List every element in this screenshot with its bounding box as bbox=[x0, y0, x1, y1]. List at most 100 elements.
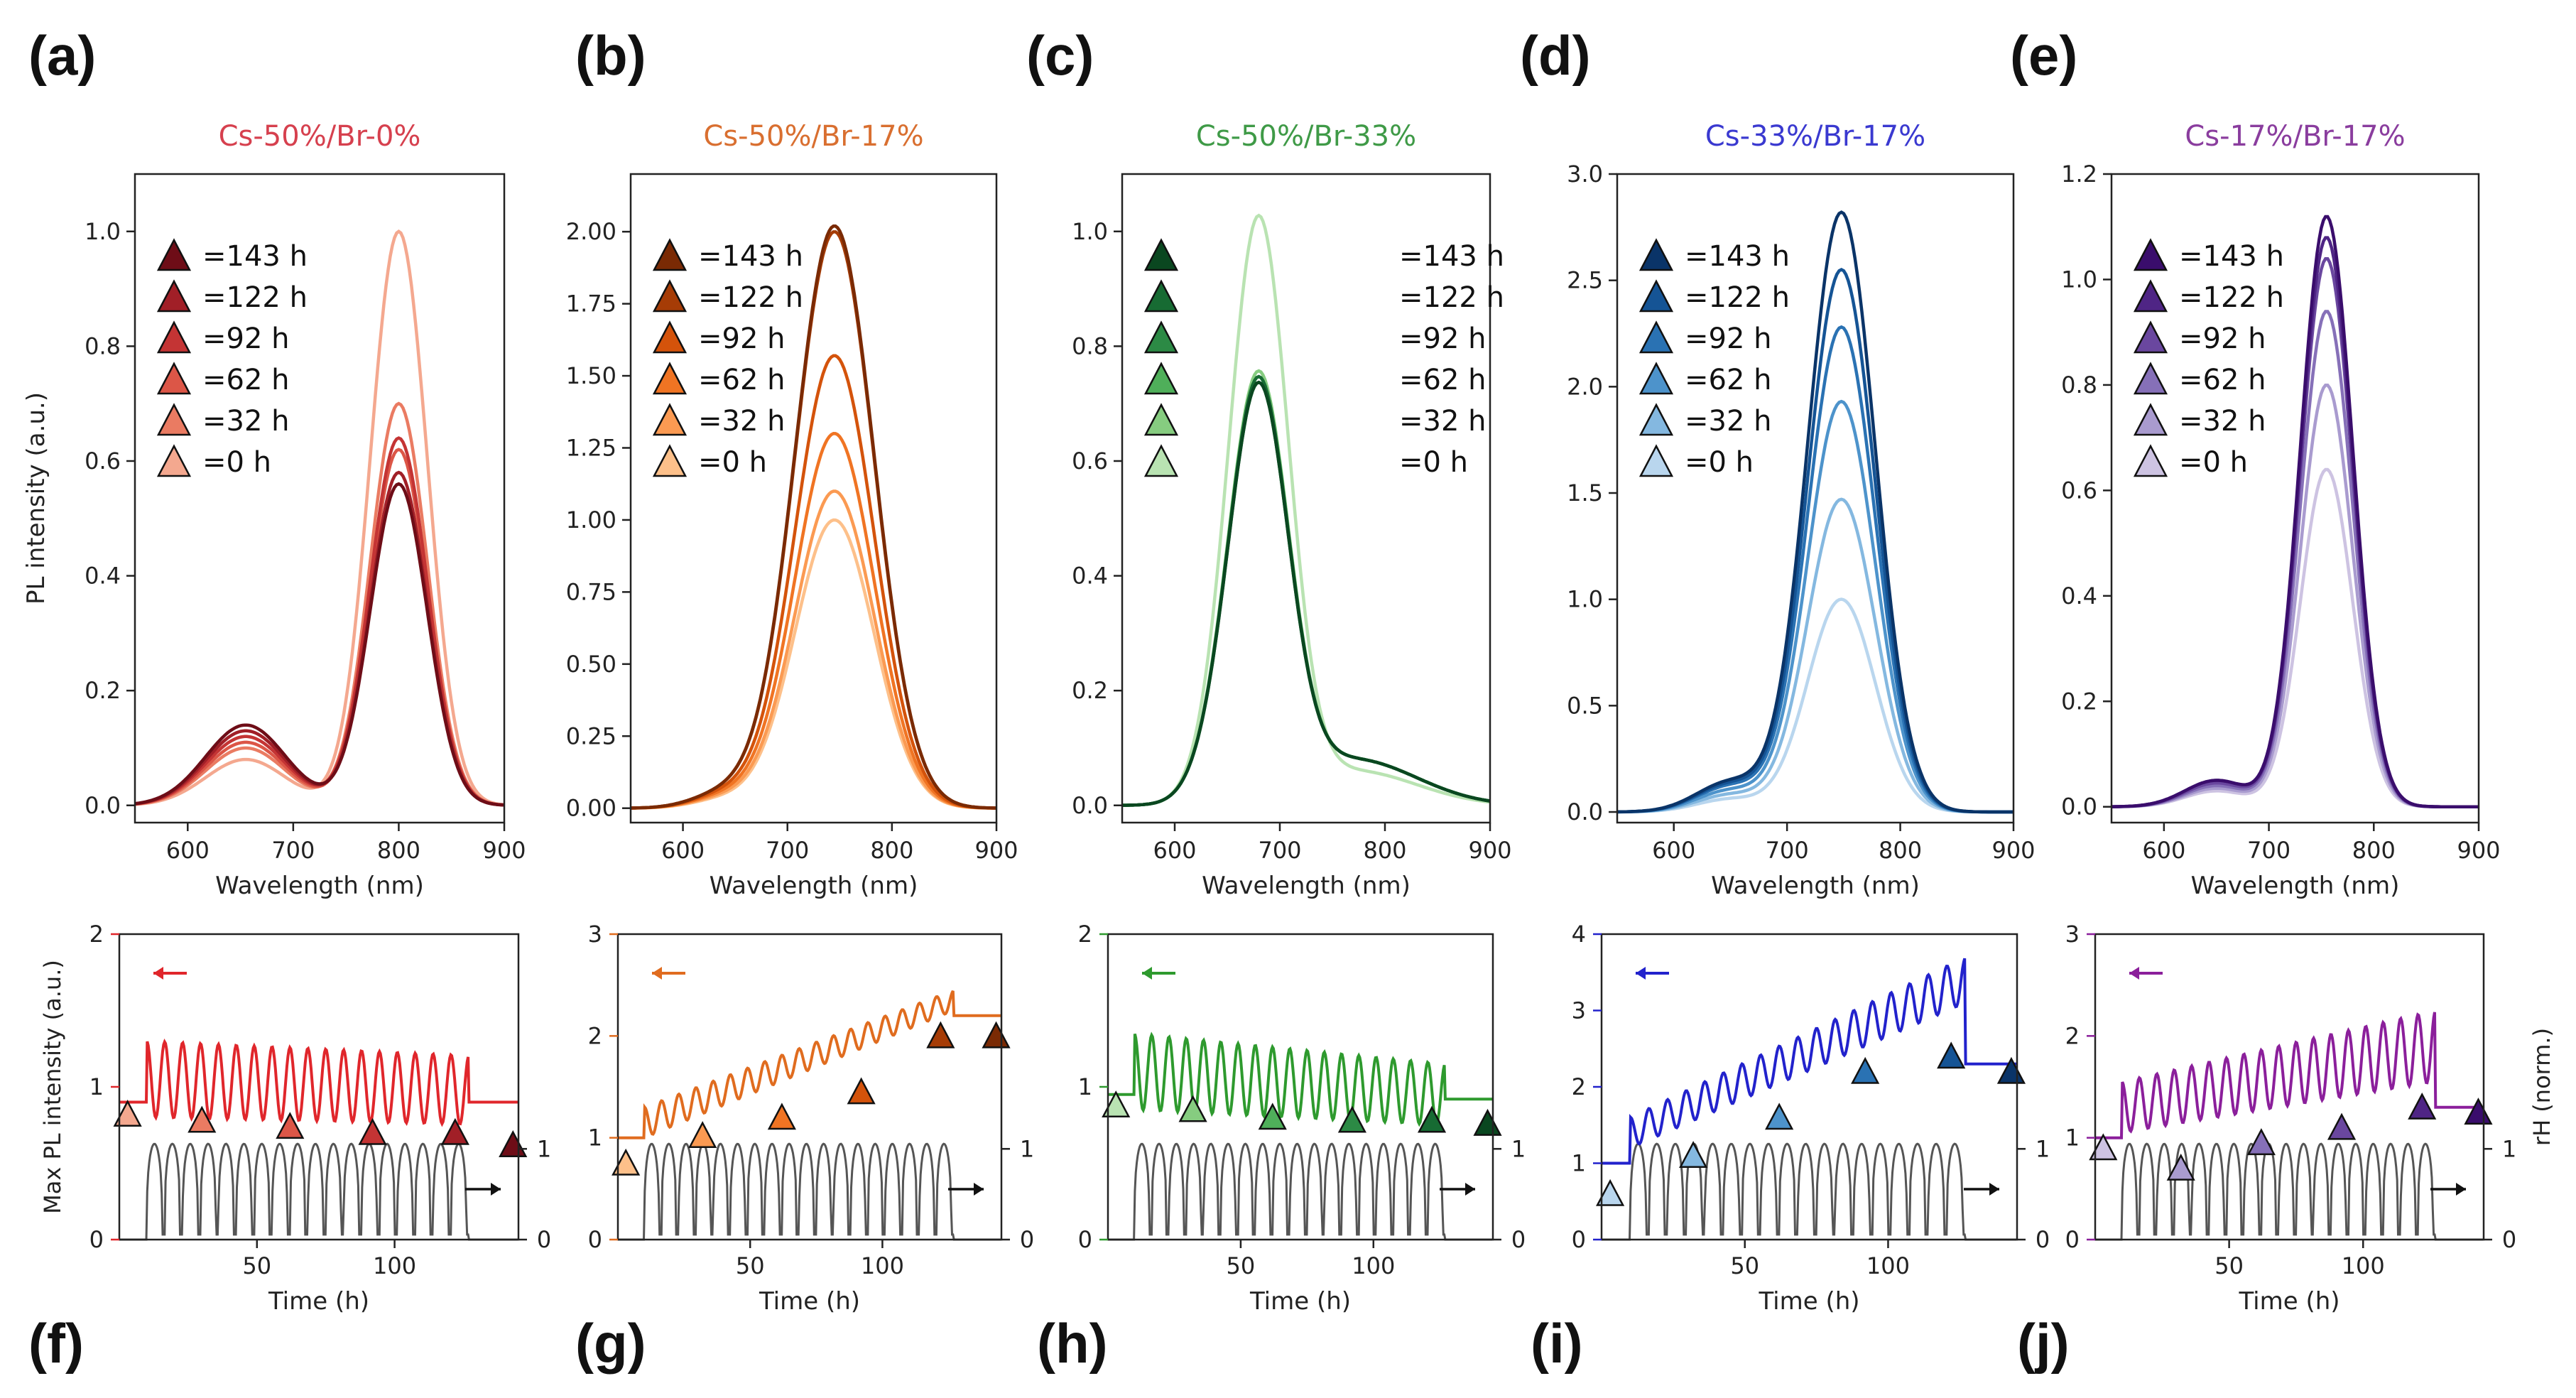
plot-frame bbox=[1121, 173, 1491, 824]
y-tick-label: 1.50 bbox=[566, 362, 616, 389]
legend-label: =122 h bbox=[1685, 281, 1790, 314]
time-marker-icon bbox=[688, 1121, 717, 1149]
legend-label: =0 h bbox=[1399, 446, 1468, 479]
series-line-92h bbox=[134, 436, 505, 807]
x-tick-label: 700 bbox=[1258, 837, 1301, 864]
time-marker-icon bbox=[767, 1102, 796, 1130]
x-tick-label: 100 bbox=[1352, 1252, 1395, 1279]
time-marker-icon bbox=[1417, 1105, 1447, 1133]
y-tick-label: 1 bbox=[2065, 1125, 2080, 1152]
legend-marker-icon bbox=[1143, 362, 1179, 395]
legend-marker-icon bbox=[2133, 238, 2168, 271]
panel-letter: (c) bbox=[1026, 24, 1094, 87]
time-marker-icon bbox=[440, 1117, 469, 1145]
legend-marker-icon bbox=[652, 279, 688, 313]
rh-line bbox=[2095, 1142, 2484, 1241]
y-tick-label: 0 bbox=[1572, 1226, 1586, 1253]
legend-label: =62 h bbox=[1399, 364, 1486, 396]
right-arrow-head-icon bbox=[2456, 1183, 2466, 1196]
y2-axis-label: rH (norm.) bbox=[2528, 1028, 2555, 1146]
x-axis-label: Time (h) bbox=[1249, 1287, 1351, 1316]
series-line-122h bbox=[134, 470, 505, 807]
x-tick-label: 700 bbox=[2247, 837, 2290, 864]
y-axis-label: PL intensity (a.u.) bbox=[22, 392, 50, 605]
time-marker-icon bbox=[358, 1117, 387, 1145]
y2-tick-label: 1 bbox=[1020, 1135, 1034, 1162]
legend-label: =92 h bbox=[698, 323, 785, 355]
rh-line bbox=[119, 1142, 518, 1241]
y-tick-label: 0.4 bbox=[2061, 582, 2097, 609]
y2-tick-label: 1 bbox=[537, 1135, 551, 1162]
y-tick-label: 1.2 bbox=[2061, 161, 2097, 188]
max-pl-line bbox=[2095, 1012, 2484, 1139]
y-tick-label: 3 bbox=[2065, 921, 2080, 948]
y-tick-label: 1.0 bbox=[2061, 266, 2097, 293]
y2-tick-label: 0 bbox=[2502, 1226, 2516, 1253]
legend-marker-icon bbox=[156, 320, 192, 354]
legend-marker-icon bbox=[2133, 362, 2168, 395]
legend-label: =92 h bbox=[1399, 323, 1486, 355]
y-tick-label: 0.2 bbox=[2061, 688, 2097, 715]
legend-marker-icon bbox=[156, 444, 192, 477]
right-arrow-head-icon bbox=[491, 1183, 501, 1196]
legend-marker-icon bbox=[156, 238, 192, 271]
y-tick-label: 4 bbox=[1572, 921, 1586, 948]
legend-label: =32 h bbox=[202, 405, 289, 438]
y2-tick-label: 0 bbox=[2036, 1226, 2050, 1253]
y-tick-label: 0 bbox=[1078, 1226, 1092, 1253]
x-tick-label: 50 bbox=[2214, 1252, 2244, 1279]
time-marker-icon bbox=[1473, 1108, 1502, 1136]
x-tick-label: 800 bbox=[377, 837, 420, 864]
left-arrow-head-icon bbox=[2129, 967, 2139, 980]
x-tick-label: 700 bbox=[1766, 837, 1809, 864]
legend-marker-icon bbox=[156, 279, 192, 313]
legend-marker-icon bbox=[652, 403, 688, 436]
y2-tick-label: 0 bbox=[1020, 1226, 1034, 1253]
legend-label: =32 h bbox=[1399, 405, 1486, 438]
panel-title: Cs-50%/Br-33% bbox=[1196, 120, 1416, 153]
x-axis-label: Time (h) bbox=[2238, 1287, 2339, 1316]
legend-marker-icon bbox=[2133, 279, 2168, 313]
time-marker-icon bbox=[926, 1021, 955, 1048]
time-marker-icon bbox=[1996, 1056, 2026, 1084]
spectrum-panel-e: (e) Cs-17%/Br-17% 600 700 800 900 0.0 0.2 0.4 0.6… bbox=[2010, 24, 2501, 900]
legend-label: =122 h bbox=[202, 281, 308, 314]
panel-letter: (f) bbox=[28, 1312, 84, 1375]
y-tick-label: 1.5 bbox=[1567, 479, 1603, 506]
y-tick-label: 0.4 bbox=[85, 563, 121, 590]
legend-label: =122 h bbox=[2179, 281, 2284, 314]
y-tick-label: 0.4 bbox=[1072, 563, 1108, 590]
panel-title: Cs-17%/Br-17% bbox=[2185, 120, 2405, 153]
x-tick-label: 100 bbox=[1866, 1252, 1910, 1279]
y2-tick-label: 0 bbox=[537, 1226, 551, 1253]
series-line-62h bbox=[631, 432, 996, 810]
spectrum-panel-d: (d) Cs-33%/Br-17% 600 700 800 900 0.0 0.5 1.0 1.5… bbox=[1520, 24, 2036, 900]
panel-letter: (e) bbox=[2010, 24, 2077, 87]
legend-label: =62 h bbox=[2179, 364, 2266, 396]
y-tick-label: 0.6 bbox=[1072, 448, 1108, 475]
right-arrow-head-icon bbox=[974, 1183, 984, 1196]
left-arrow-head-icon bbox=[1142, 967, 1152, 980]
y-axis-label: Max PL intensity (a.u.) bbox=[39, 960, 66, 1214]
time-marker-icon bbox=[113, 1100, 142, 1127]
x-tick-label: 900 bbox=[1991, 837, 2035, 864]
series-line-32h bbox=[630, 489, 996, 810]
legend-label: =143 h bbox=[698, 240, 803, 273]
legend-label: =32 h bbox=[2179, 405, 2266, 438]
legend-label: =62 h bbox=[698, 364, 785, 396]
y-tick-label: 0.8 bbox=[1072, 332, 1108, 359]
y-tick-label: 0.6 bbox=[2061, 477, 2097, 504]
x-tick-label: 900 bbox=[482, 837, 526, 864]
legend-marker-icon bbox=[1638, 238, 1674, 271]
x-tick-label: 900 bbox=[1468, 837, 1511, 864]
time-marker-icon bbox=[499, 1130, 528, 1157]
series-line-32h bbox=[2112, 384, 2479, 808]
legend-label: =92 h bbox=[1685, 323, 1771, 355]
max-pl-line bbox=[618, 990, 1001, 1139]
legend-marker-icon bbox=[1143, 238, 1179, 271]
legend-marker-icon bbox=[652, 444, 688, 477]
rh-line bbox=[1602, 1142, 2017, 1241]
